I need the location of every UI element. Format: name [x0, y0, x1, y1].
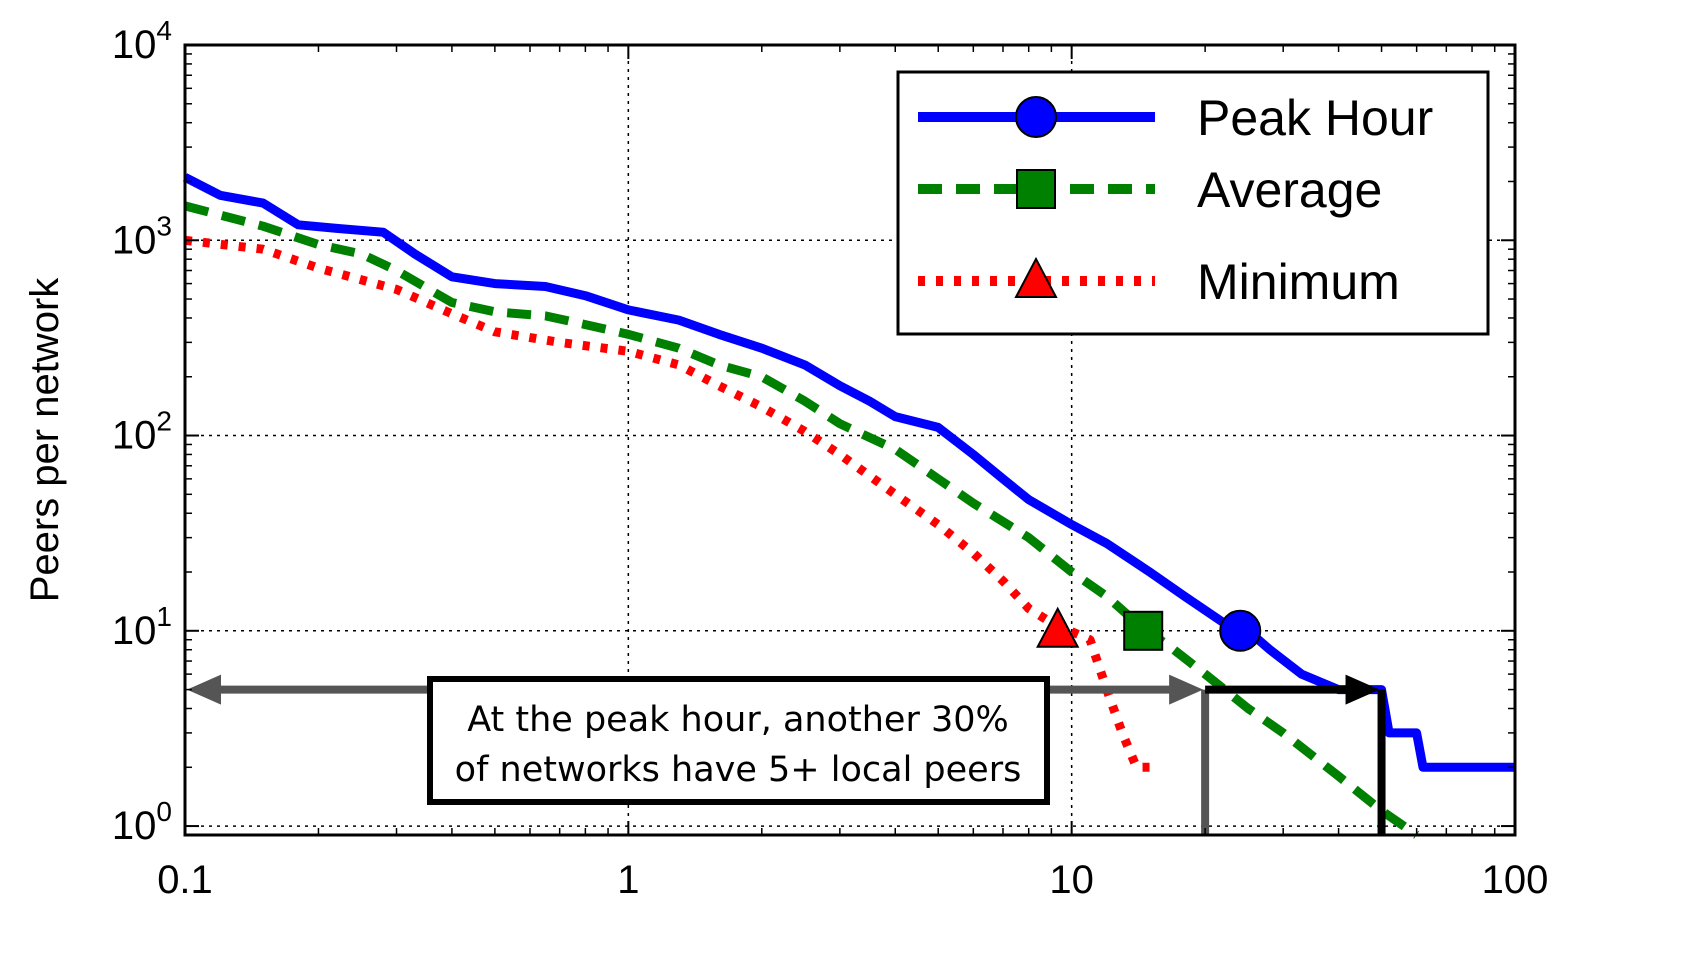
x-tick-label: 0.1 — [157, 858, 213, 902]
legend-label-minimum: Minimum — [1197, 254, 1400, 310]
y-tick-label: 103 — [112, 210, 172, 262]
series-marker-peak-hour — [1219, 609, 1262, 652]
black-arrow-head — [1345, 674, 1380, 705]
x-tick-label: 10 — [1049, 858, 1094, 902]
x-tick-label: 100 — [1482, 858, 1549, 902]
y-tick-label: 102 — [112, 406, 172, 458]
series-line-average — [183, 201, 1420, 839]
y-axis-label: Peers per network — [23, 277, 67, 603]
annotation: At the peak hour, another 30% of networks… — [187, 674, 1386, 835]
annotation-box — [427, 676, 1050, 805]
annotation-text-line: At the peak hour, another 30% — [467, 700, 1009, 740]
gray-arrow-head-right — [1169, 674, 1204, 705]
legend-marker-peak-hour — [1015, 96, 1057, 138]
series-marker-average — [1123, 610, 1164, 651]
y-axis-tick-labels: 100 101 102 103 104 — [112, 15, 172, 848]
y-tick-label: 104 — [112, 15, 172, 67]
legend-marker-average — [1016, 169, 1056, 209]
legend-marker-minimum — [1014, 256, 1058, 298]
series-marker-minimum — [1036, 606, 1080, 648]
y-tick-label: 101 — [112, 601, 172, 653]
legend-label-average: Average — [1197, 162, 1382, 218]
axis-ticks — [184, 44, 1516, 835]
x-axis-tick-labels: 0.1 1 10 100 — [157, 858, 1548, 902]
x-tick-label: 1 — [617, 858, 639, 902]
legend: Peak Hour Average Minimum — [896, 70, 1490, 336]
legend-label-peak-hour: Peak Hour — [1197, 90, 1433, 146]
y-tick-label: 100 — [112, 796, 172, 848]
plot-frame — [183, 43, 1517, 837]
annotation-text-line: of networks have 5+ local peers — [455, 750, 1022, 790]
gray-arrow-head-left — [187, 674, 221, 705]
